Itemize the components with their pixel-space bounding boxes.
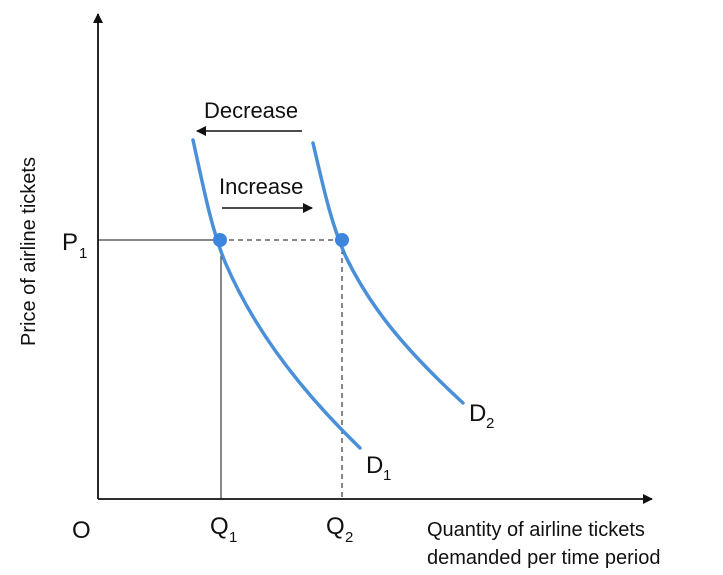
x-axis-title-line1: Quantity of airline tickets [427,519,645,541]
p1-label: P 1 [62,229,87,262]
q2-label-sub: 2 [345,529,353,546]
d1-label: D 1 [366,452,391,484]
d1-label-main: D [366,452,383,479]
q1-label-sub: 1 [229,529,237,546]
x-axis-title-line2: demanded per time period [427,547,660,569]
d1-label-sub: 1 [383,467,391,484]
demand-curve-d1 [191,138,362,450]
y-axis-title: Price of airline tickets [18,157,40,346]
point-d1-p1 [213,233,227,247]
increase-label: Increase [219,174,303,199]
q2-label: Q 2 [326,513,353,546]
d2-label-main: D [469,400,486,427]
p1-label-sub: 1 [79,245,87,262]
demand-curve-d2 [311,141,465,405]
decrease-label: Decrease [204,98,298,123]
d2-label: D 2 [469,400,494,432]
q1-label-main: Q [210,513,229,540]
origin-label: O [72,517,91,544]
q2-label-main: Q [326,513,345,540]
q1-label: Q 1 [210,513,237,546]
d2-label-sub: 2 [486,415,494,432]
point-d2-p1 [335,233,349,247]
p1-label-main: P [62,229,78,256]
